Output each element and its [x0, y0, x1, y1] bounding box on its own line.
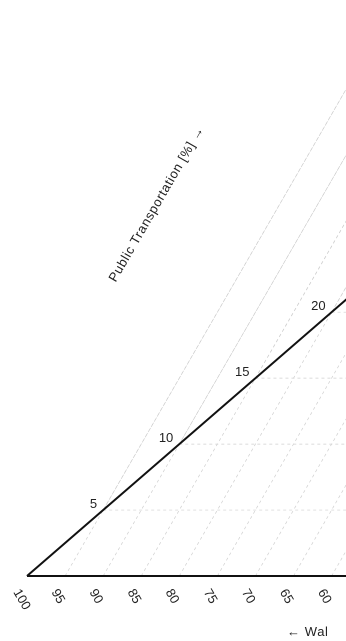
bottom-tick-label: 65	[277, 586, 297, 606]
left-tick-label: 10	[159, 430, 173, 445]
left-axis-ticks: 510152025303540455055606570758085	[90, 298, 326, 511]
grid-line	[178, 286, 346, 577]
grid-line	[102, 88, 346, 511]
grid-line	[217, 352, 346, 577]
bottom-tick-label: 95	[48, 586, 68, 606]
bottom-tick-label: 60	[315, 586, 335, 606]
bottom-tick-label: 85	[125, 586, 145, 606]
grid-line	[331, 286, 346, 313]
grid-line	[331, 550, 346, 577]
left-tick-label: 5	[90, 496, 97, 511]
bottom-tick-label: 100	[10, 586, 34, 612]
grid-line	[178, 154, 346, 445]
bottom-axis-title: ← Wal	[287, 624, 329, 639]
bottom-tick-label: 75	[201, 586, 221, 606]
grid-line	[293, 484, 346, 577]
grid-line	[255, 220, 346, 379]
grid-line	[64, 88, 346, 577]
grid-line	[140, 220, 346, 577]
left-axis-line	[26, 298, 346, 577]
grid-lines	[64, 88, 346, 577]
bottom-tick-label: 80	[163, 586, 183, 606]
bottom-tick-label: 70	[239, 586, 259, 606]
left-tick-label: 20	[311, 298, 325, 313]
bottom-tick-label: 90	[87, 586, 107, 606]
left-axis-title: Public Transportation [%] →	[105, 123, 207, 284]
grid-line	[255, 418, 346, 577]
grid-line	[102, 154, 346, 577]
left-tick-label: 15	[235, 364, 249, 379]
bottom-axis-ticks: 100 95 90 85 80 75 70 65 60	[10, 586, 335, 612]
